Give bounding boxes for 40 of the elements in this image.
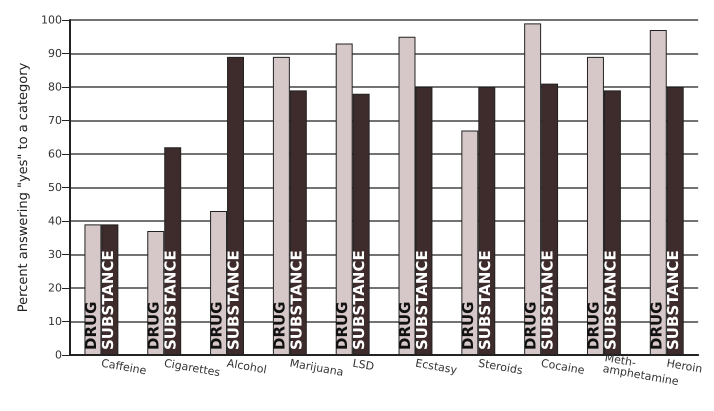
x-tick-label: Alcohol	[226, 356, 268, 376]
y-tick-label: 40	[48, 214, 62, 228]
x-tick-label: LSD	[352, 356, 376, 374]
text: SUBSTANCE	[664, 250, 682, 350]
text: SUBSTANCE	[224, 250, 243, 350]
text: SUBSTANCE	[538, 250, 557, 350]
series-label: SUBSTANCE	[412, 250, 431, 350]
text: SUBSTANCE	[287, 250, 306, 350]
y-tick-label: 90	[48, 47, 62, 60]
text: DRUG	[144, 302, 163, 350]
y-tick-label: 50	[48, 181, 62, 194]
x-tick-label: Cocaine	[540, 356, 586, 378]
text: SUBSTANCE	[98, 250, 117, 350]
text: DRUG	[82, 302, 100, 350]
text: SUBSTANCE	[601, 250, 620, 350]
y-axis-title: Percent answering "yes" to a category	[16, 62, 32, 312]
x-tick-label: Marijuana	[288, 356, 344, 379]
text: SUBSTANCE	[350, 250, 368, 350]
text: DRUG	[333, 302, 352, 350]
y-tick-label: 100	[41, 14, 62, 26]
text: DRUG	[208, 302, 226, 350]
y-tick-label: 20	[48, 282, 62, 294]
text: DRUG	[522, 302, 540, 350]
y-tick-label: 30	[48, 248, 62, 261]
text: DRUG	[647, 302, 666, 350]
y-tick-label: 70	[48, 114, 62, 127]
x-tick-label: Cigarettes	[163, 356, 222, 380]
y-tick-label: 10	[48, 315, 62, 328]
y-tick-label: 0	[55, 348, 62, 362]
text: SUBSTANCE	[162, 250, 180, 350]
x-tick-label: Ecstasy	[414, 356, 458, 377]
text: DRUG	[270, 302, 288, 350]
y-tick-label: 80	[48, 80, 62, 94]
text: SUBSTANCE	[476, 250, 494, 350]
x-tick-label: Caffeine	[100, 356, 148, 378]
y-tick-label: 60	[48, 148, 62, 160]
x-tick-label: Steroids	[477, 356, 524, 378]
series-label: DRUG	[584, 302, 602, 350]
text: DRUG	[458, 302, 477, 350]
text: DRUG	[396, 302, 414, 350]
